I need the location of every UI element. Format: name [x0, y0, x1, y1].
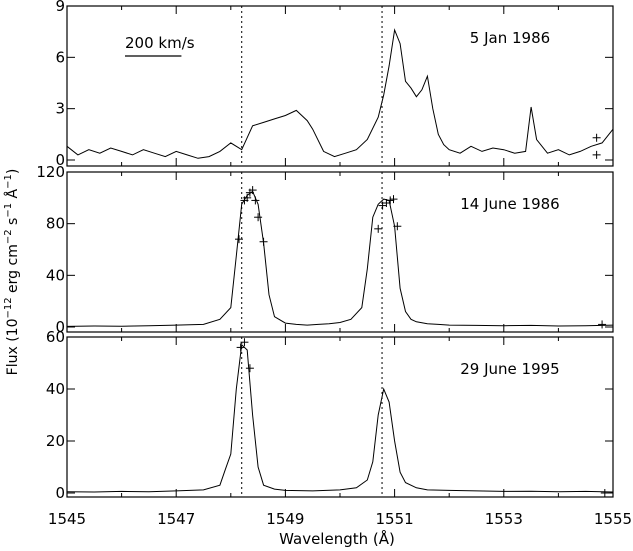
panel-dates: 5 Jan 1986 14 June 1986 29 June 1995 [460, 29, 559, 378]
x-tick-label: 1547 [157, 510, 195, 528]
y-tick-label: 20 [46, 432, 65, 450]
marker-cross [236, 343, 245, 352]
panel-date-1: 5 Jan 1986 [470, 29, 550, 47]
y-tick-label: 6 [55, 48, 65, 66]
marker-crosses [234, 133, 609, 497]
marker-cross [592, 133, 601, 142]
marker-cross [386, 196, 395, 205]
marker-cross [240, 338, 249, 347]
marker-cross [251, 196, 260, 205]
y-tick-label: 80 [46, 215, 65, 233]
spectrum-curves [66, 28, 614, 493]
y-tick-label: 120 [36, 163, 65, 181]
x-tick-label: 1555 [594, 510, 632, 528]
x-tick-label: 1545 [48, 510, 86, 528]
scale-bar: 200 km/s [125, 34, 195, 57]
marker-cross [248, 186, 257, 195]
marker-cross [259, 237, 268, 246]
y-tick-label: 0 [55, 318, 65, 336]
y-tick-label: 40 [46, 380, 65, 398]
panel-frames [66, 5, 614, 498]
marker-cross [254, 213, 263, 222]
marker-cross [592, 150, 601, 159]
spectrum-line-2 [66, 190, 614, 327]
y-tick-label: 60 [46, 328, 65, 346]
marker-cross [598, 320, 607, 329]
marker-cross [243, 193, 252, 202]
marker-cross [389, 195, 398, 204]
panel-date-3: 29 June 1995 [460, 360, 559, 378]
y-tick-label: 3 [55, 100, 65, 118]
x-tick-label: 1551 [376, 510, 414, 528]
marker-cross [374, 224, 383, 233]
x-axis-label: Wavelength (Å) [279, 529, 395, 548]
marker-cross [245, 364, 254, 373]
marker-cross [393, 222, 402, 231]
y-tick-label: 40 [46, 266, 65, 284]
reference-lines [241, 6, 383, 497]
panel-date-2: 14 June 1986 [460, 195, 559, 213]
x-tick-label: 1553 [485, 510, 523, 528]
x-tick-label: 1549 [266, 510, 304, 528]
y-axis-label: Flux (10−12 erg cm−2 s−1 Å−1) [3, 169, 21, 376]
spectrum-line-3 [66, 343, 614, 493]
y-tick-label: 0 [55, 484, 65, 502]
scale-bar-label: 200 km/s [125, 34, 195, 52]
y-tick-label: 0 [55, 151, 65, 169]
y-tick-label: 9 [55, 0, 65, 15]
spectrum-line-1 [66, 28, 614, 159]
axis-ticks [66, 5, 614, 497]
marker-cross [234, 235, 243, 244]
